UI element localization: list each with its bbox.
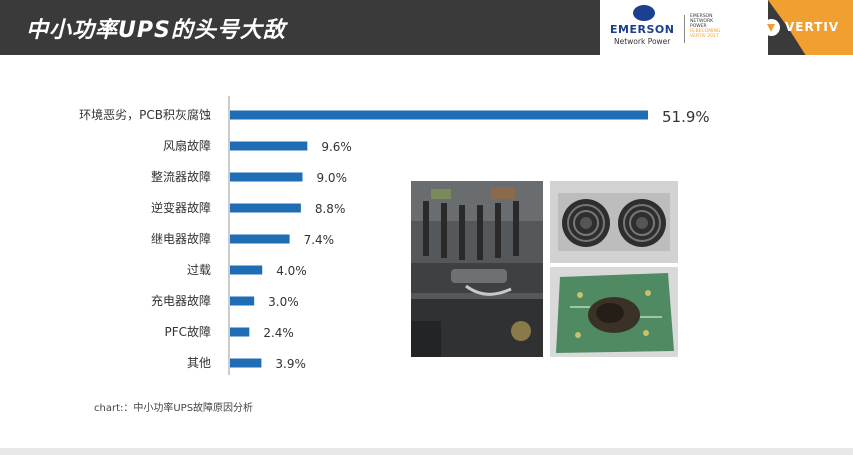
photo-burnt-pcb [550, 267, 678, 357]
photo-corroded-board-image [411, 181, 543, 357]
photo-dusty-fans-image [550, 181, 678, 263]
vertiv-logo-text: VERTIV [785, 20, 840, 34]
bar-value-label: 51.9% [662, 108, 710, 126]
bar [230, 234, 290, 244]
tagline-line: NETWORK [690, 19, 714, 24]
bar-value-label: 9.0% [316, 171, 347, 185]
footer-strip [0, 448, 853, 455]
category-label: 整流器故障 [151, 169, 211, 184]
header-bar: 中小功率UPS的头号大敌 EMERSON Network Power EMERS… [0, 0, 853, 55]
logo-divider [684, 15, 685, 43]
tagline-line: POWER [690, 24, 707, 29]
emerson-tagline: EMERSON NETWORK POWER IS BECOMING VERTIV… [690, 14, 730, 39]
bar-value-label: 3.0% [268, 295, 299, 309]
page-title: 中小功率UPS的头号大敌 [26, 18, 286, 43]
bar [230, 358, 262, 368]
category-label: PFC故障 [164, 324, 211, 339]
tagline-line-accent: VERTIV 2017 [690, 34, 719, 39]
bar-value-label: 7.4% [304, 233, 335, 247]
bar-value-label: 4.0% [276, 264, 307, 278]
tagline-line-accent: IS BECOMING [690, 29, 721, 34]
category-label: 过载 [187, 263, 211, 277]
photo-corroded-board [411, 181, 543, 357]
tagline-line: EMERSON [690, 14, 713, 19]
bar [230, 327, 250, 337]
bar-value-label: 2.4% [263, 326, 294, 340]
vertiv-logo-icon [763, 19, 780, 36]
bar-value-label: 8.8% [315, 202, 346, 216]
emerson-logo-subtext: Network Power [614, 37, 671, 46]
photo-burnt-pcb-image [550, 267, 678, 357]
photo-dusty-fans [550, 181, 678, 263]
bar-value-label: 9.6% [321, 140, 352, 154]
category-label: 继电器故障 [151, 231, 211, 246]
bar [230, 296, 255, 306]
brand-logos: EMERSON Network Power EMERSON NETWORK PO… [600, 0, 853, 55]
category-label: 环境恶劣，PCB积灰腐蚀 [79, 107, 211, 122]
category-label: 风扇故障 [163, 138, 211, 153]
chart-caption: chart:：中小功率UPS故障原因分析 [94, 403, 254, 414]
bar [230, 203, 301, 213]
category-label: 其他 [187, 356, 211, 370]
emerson-globe-icon [633, 5, 655, 21]
bar [230, 265, 263, 275]
emerson-logo-text: EMERSON [610, 23, 675, 36]
bar-value-label: 3.9% [275, 357, 306, 371]
bar [230, 141, 308, 151]
bar [230, 110, 648, 120]
category-label: 逆变器故障 [151, 200, 211, 215]
bar [230, 172, 303, 182]
category-label: 充电器故障 [151, 293, 211, 308]
